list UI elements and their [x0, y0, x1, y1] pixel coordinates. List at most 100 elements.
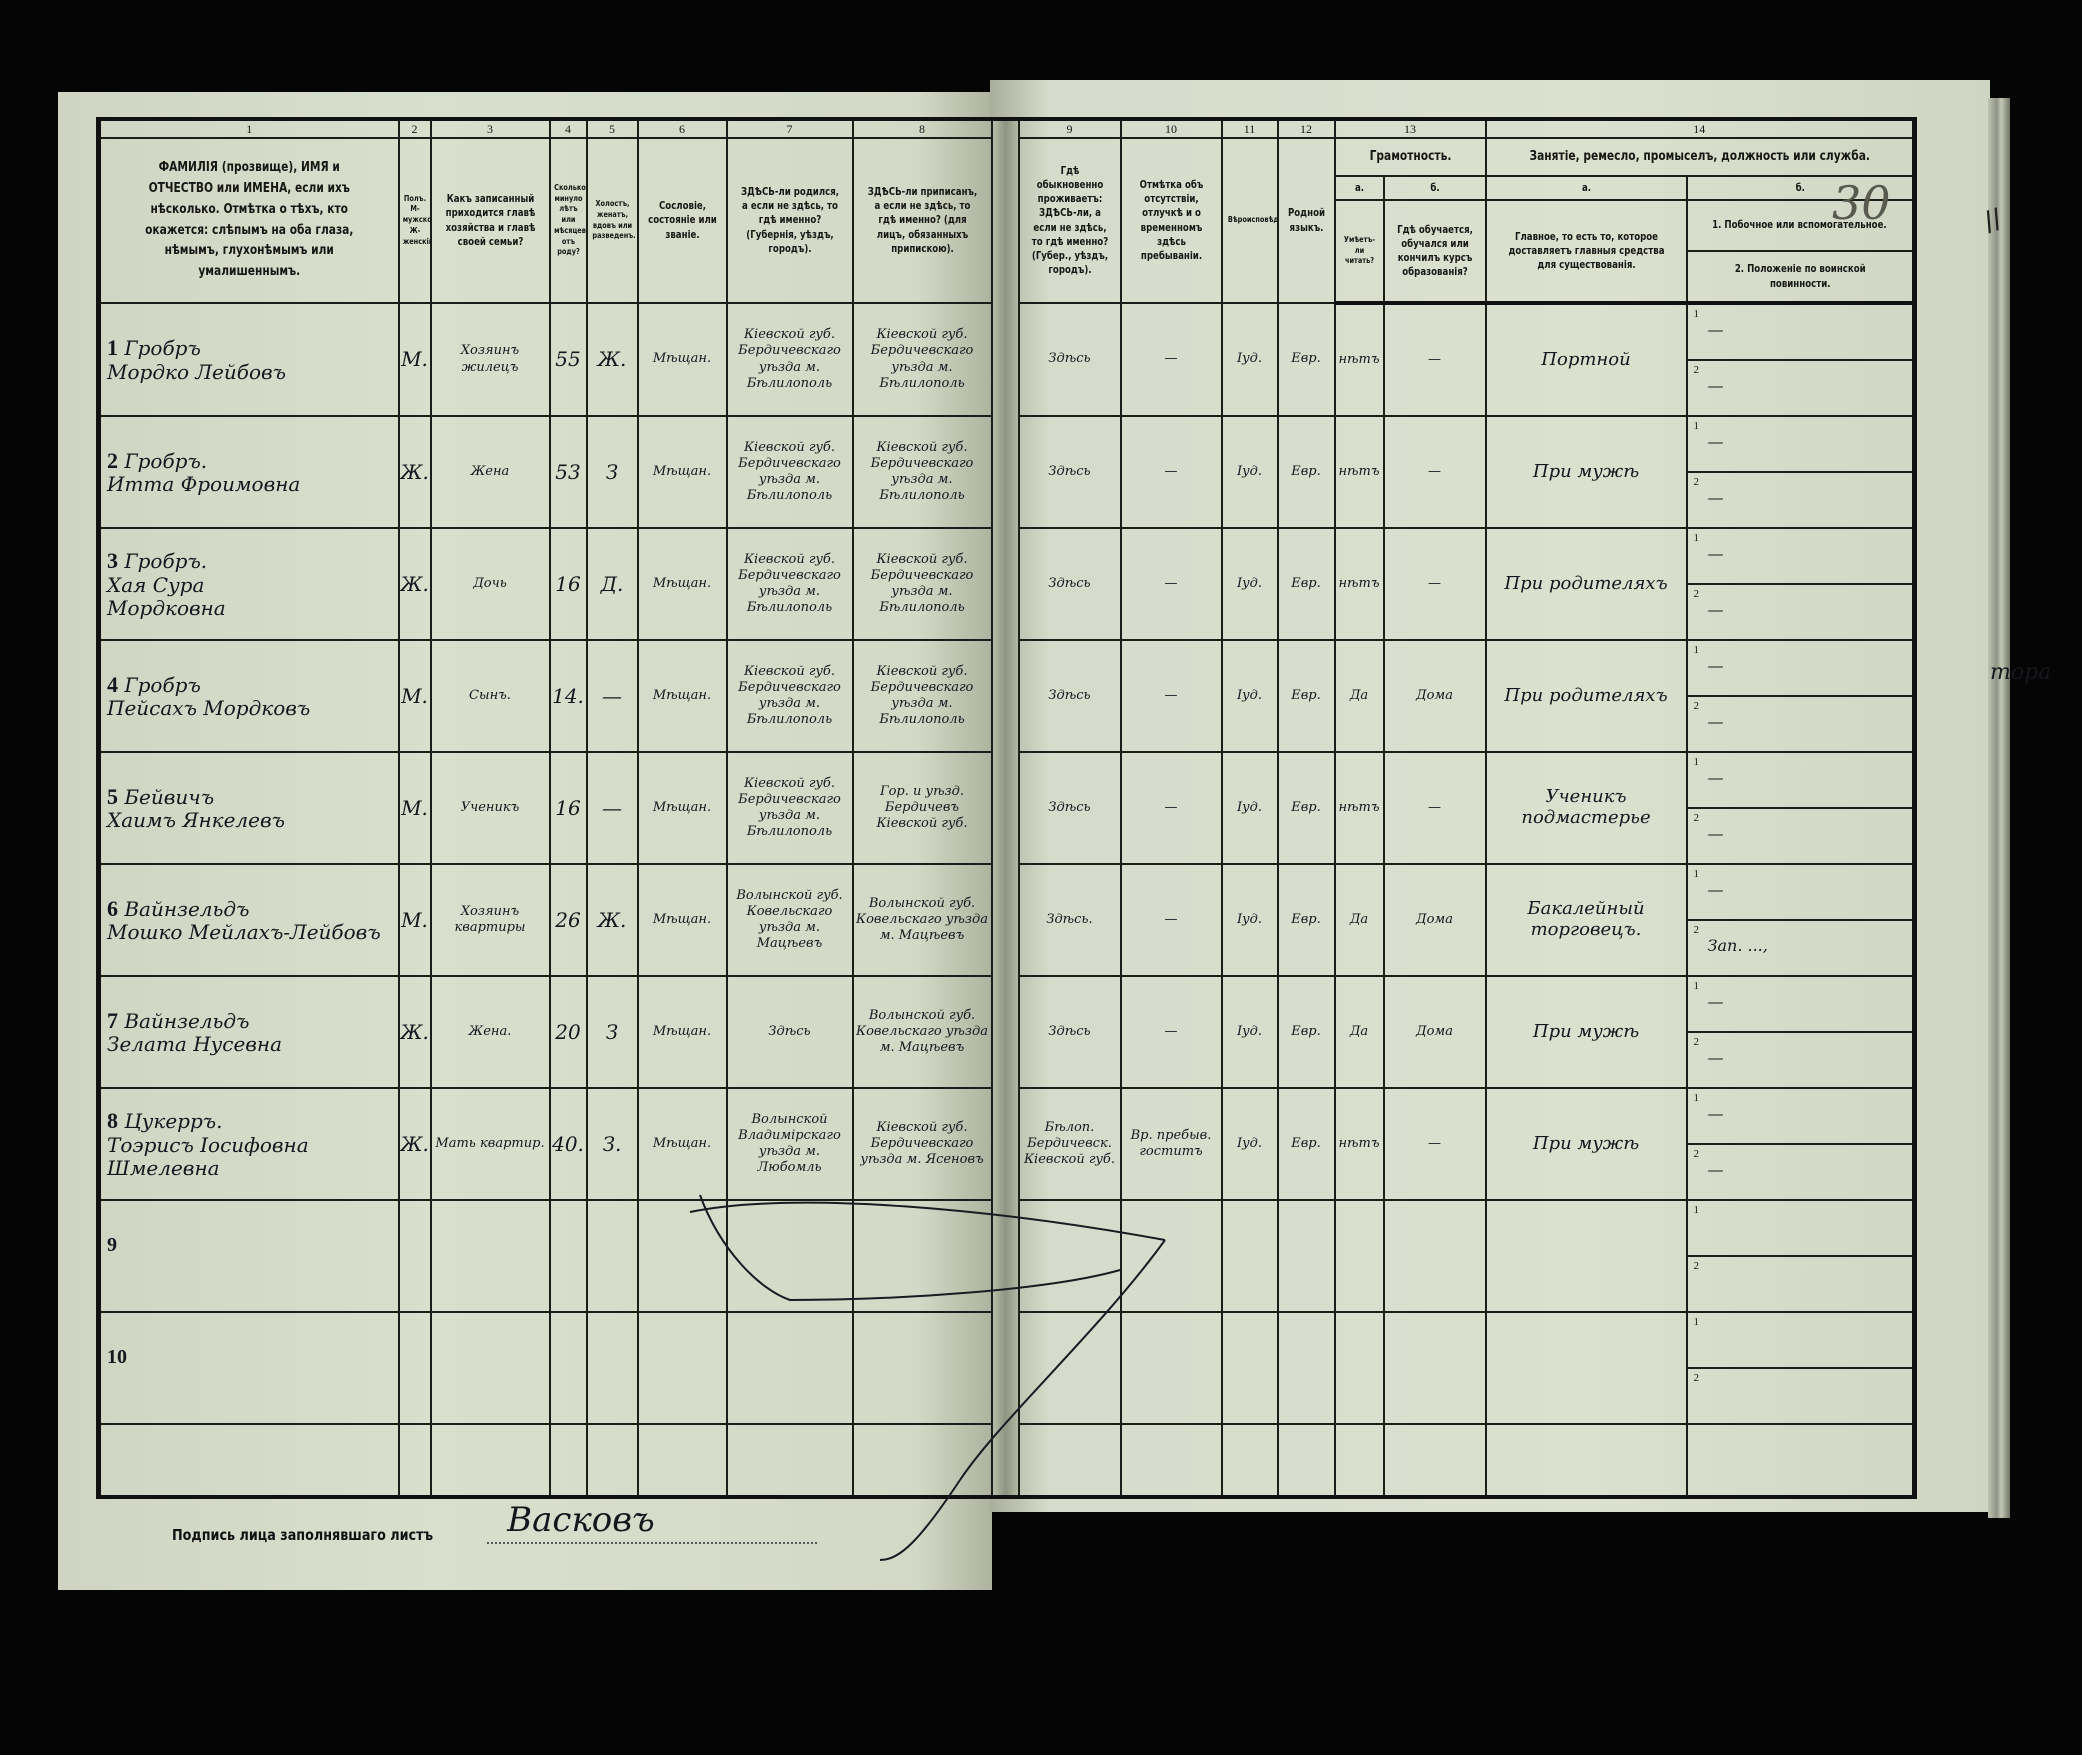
col-number: 11	[1220, 117, 1279, 139]
header-literacy: Грамотность.	[1369, 148, 1451, 164]
col-number: 7	[725, 117, 854, 139]
estate: Мѣщан.	[652, 463, 712, 479]
age: 40.	[552, 1131, 584, 1156]
birthplace: Кіевской губ. Бердичевскаго уѣзда м. Бѣл…	[738, 327, 841, 391]
religion: Іуд.	[1236, 799, 1263, 815]
main-occupation: При мужѣ	[1532, 460, 1640, 482]
education: —	[1428, 799, 1441, 815]
residence: Бѣлоп. Бердичевск. Кіевской губ.	[1023, 1119, 1116, 1168]
military-status: —	[1707, 1048, 1724, 1068]
book-gutter	[991, 752, 1019, 864]
person-name: 8 Цукерръ. Тоэрисъ Іосифовна Шмелевна	[107, 1108, 397, 1179]
given-names: Тоэрисъ Іосифовна	[107, 1132, 309, 1157]
military-status: Зап. ...,	[1707, 936, 1768, 956]
line-key: 2	[1693, 1036, 1700, 1048]
header-side-occupation: 1. Побочное или вспомогательное.	[1712, 219, 1888, 232]
birthplace: Кіевской губ. Бердичевскаго уѣзда м. Бѣл…	[738, 439, 841, 504]
row-number: 8	[107, 1108, 118, 1134]
header-age: Сколько минуло лѣтъ или мѣсяцевъ отъ род…	[553, 182, 586, 257]
table-row: 2 Гробръ. Итта Фроимовна Ж. Жена 53 З Мѣщан.…	[96, 415, 1917, 529]
native-language: Евр.	[1291, 687, 1321, 703]
age: 26	[555, 907, 581, 932]
education: Дома	[1416, 911, 1453, 927]
person-name: 4 Гробръ Пейсахъ Мордковъ	[107, 672, 397, 720]
can-read: нѣтъ	[1338, 799, 1380, 815]
signature: Васковъ	[507, 1500, 655, 1540]
residence: Здѣсь	[1048, 351, 1091, 367]
row-number: 1	[107, 335, 118, 361]
header-subletter-row: а. б. а. б.	[99, 175, 1917, 201]
line-key: 2	[1693, 812, 1700, 824]
line-key: 1	[1693, 644, 1700, 656]
side-occupation: —	[1707, 992, 1724, 1012]
margin-note: тора	[1990, 660, 2052, 685]
col-number: 12	[1276, 117, 1336, 139]
native-language: Евр.	[1291, 799, 1321, 815]
person-name: 6 Вайнзельдъ Мошко Мейлахъ-Лейбовъ	[107, 896, 397, 944]
blank-cell	[636, 1423, 728, 1499]
header-main-occupation: Главное, то есть то, которое доставляетъ…	[1507, 230, 1665, 272]
blank-cell	[585, 1423, 639, 1499]
person-name: 9	[107, 1233, 397, 1280]
estate: Мѣщан.	[652, 687, 712, 703]
person-name: 10	[107, 1345, 397, 1392]
line-key: 1	[1693, 308, 1700, 320]
birthplace: Кіевской губ. Бердичевскаго уѣзда м. Бѣл…	[738, 551, 841, 616]
blank-cell	[725, 1423, 854, 1499]
sex: Ж.	[400, 459, 429, 484]
line-key: 2	[1693, 1148, 1700, 1160]
row-number: 10	[107, 1345, 127, 1368]
blank-cell	[1333, 1423, 1385, 1499]
row-number: 3	[107, 548, 118, 574]
signature-label: Подпись лица заполнявшаго листъ	[172, 1526, 434, 1544]
blank-cell	[429, 1423, 551, 1499]
surname: Гробръ	[124, 336, 201, 361]
education: —	[1428, 351, 1441, 367]
line-key: 1	[1693, 756, 1700, 768]
blank-cell	[548, 1423, 588, 1499]
book-gutter	[991, 303, 1019, 416]
education: —	[1428, 1135, 1441, 1151]
given-names: Хая Сура	[107, 572, 205, 597]
book-gutter	[991, 1088, 1019, 1200]
header-relation: Какъ записанный приходится главѣ хозяйст…	[445, 193, 535, 248]
relation: Хозяинъ жилецъ	[460, 343, 520, 375]
registered-place: Гор. и уѣзд. Бердичевъ Кіевской губ.	[876, 783, 968, 832]
given-names: Мордко Лейбовъ	[107, 359, 286, 384]
line-key: 1	[1693, 532, 1700, 544]
can-read: Да	[1349, 687, 1369, 703]
col-number: 3	[429, 117, 551, 139]
absence-note: —	[1164, 575, 1178, 591]
registered-place: Волынской губ. Ковельскаго уѣзда м. Мацѣ…	[856, 1007, 988, 1056]
birthplace: Волынской Владимірскаго уѣзда м. Любомль	[738, 1111, 841, 1176]
military-status: —	[1707, 488, 1724, 508]
given-names: Хаимъ Янкелевъ	[107, 808, 285, 833]
line-key: 2	[1693, 588, 1700, 600]
header-occupation: Занятіе, ремесло, промыселъ, должность и…	[1529, 148, 1870, 164]
relation: Жена.	[468, 1023, 512, 1039]
col-number: 6	[636, 117, 728, 139]
book-gutter	[991, 864, 1019, 976]
table-row: 7 Вайнзельдъ Зелата Нусевна Ж. Жена. 20 З Мѣ…	[96, 975, 1917, 1089]
side-occupation: —	[1707, 544, 1724, 564]
header-birthplace: ЗДѢСЬ-ли родился, а если не здѣсь, то гд…	[740, 186, 839, 255]
col-number: 2	[397, 117, 432, 139]
line-key: 2	[1693, 364, 1700, 376]
header-religion: Вѣроисповѣданіе.	[1227, 215, 1275, 225]
religion: Іуд.	[1236, 575, 1263, 591]
given-names: Зелата Нусевна	[107, 1032, 283, 1057]
blank-cell	[1017, 1423, 1122, 1499]
side-occupation: —	[1707, 656, 1724, 676]
residence: Здѣсь	[1048, 463, 1091, 479]
sex: М.	[401, 907, 428, 932]
line-key: 2	[1693, 700, 1700, 712]
blank-cell	[1685, 1423, 1917, 1499]
surname: Вайнзельдъ	[124, 1008, 250, 1033]
estate: Мѣщан.	[652, 799, 712, 815]
education: Дома	[1416, 687, 1453, 703]
native-language: Евр.	[1291, 911, 1321, 927]
main-occupation: При родителяхъ	[1504, 684, 1668, 706]
line-key: 1	[1693, 868, 1700, 880]
blank-cell	[1220, 1423, 1279, 1499]
person-name: 5 Бейвичъ Хаимъ Янкелевъ	[107, 784, 397, 833]
